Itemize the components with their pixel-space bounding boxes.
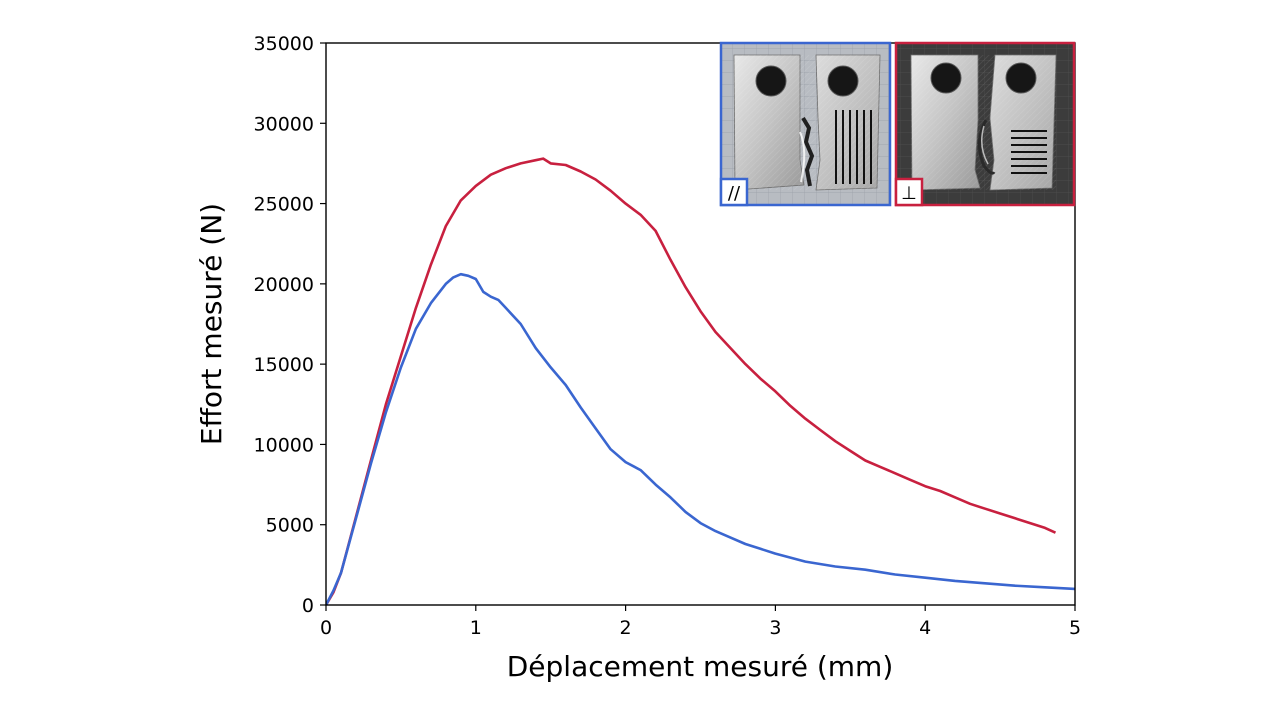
inset-parallel-border <box>719 41 892 207</box>
y-tick-label: 0 <box>302 595 314 617</box>
series-layer <box>326 157 1075 605</box>
inset-parallel-badge <box>719 177 749 207</box>
y-axis: 0 5000 10000 15000 20000 25000 30000 35000 <box>254 33 326 617</box>
y-tick-label: 30000 <box>254 113 314 135</box>
specimen-parallel-crack <box>801 116 815 187</box>
x-tick-label: 1 <box>470 617 482 639</box>
y-tick-label: 5000 <box>266 515 314 537</box>
inset-perpendicular-label: ⊥ <box>901 183 917 204</box>
x-axis-title: Déplacement mesuré (mm) <box>507 650 894 683</box>
x-tick-label: 3 <box>769 617 781 639</box>
x-tick-label: 5 <box>1069 617 1081 639</box>
series-line-0 <box>326 157 1057 605</box>
y-tick-label: 35000 <box>254 33 314 55</box>
specimen-parallel-marker-lines <box>835 110 872 184</box>
x-tick-label: 0 <box>320 617 332 639</box>
inset-photo-perpendicular: ⊥ <box>894 41 1076 207</box>
specimen-perpendicular-hole-right <box>1005 62 1037 94</box>
y-tick-label: 20000 <box>254 274 314 296</box>
y-tick-label: 10000 <box>254 434 314 456</box>
specimen-parallel-hole-right <box>827 65 859 97</box>
y-tick-label: 15000 <box>254 354 314 376</box>
x-tick-label: 4 <box>919 617 931 639</box>
inset-perpendicular-border <box>894 41 1076 207</box>
inset-parallel-label: // <box>728 183 741 204</box>
specimen-perpendicular-hole-left <box>930 62 962 94</box>
y-tick-label: 25000 <box>254 194 314 216</box>
plot-frame <box>325 42 1076 606</box>
series-line-1 <box>326 272 1075 605</box>
specimen-perpendicular-notch <box>978 119 996 175</box>
y-axis-title: Effort mesuré (N) <box>195 203 228 445</box>
specimen-perpendicular-marker-lines <box>1011 130 1047 174</box>
inset-photo-parallel: // <box>719 41 892 207</box>
x-axis: 0 1 2 3 4 5 <box>320 605 1081 639</box>
x-tick-label: 2 <box>620 617 632 639</box>
specimen-parallel-hole-left <box>755 65 787 97</box>
inset-perpendicular-badge <box>894 177 924 207</box>
